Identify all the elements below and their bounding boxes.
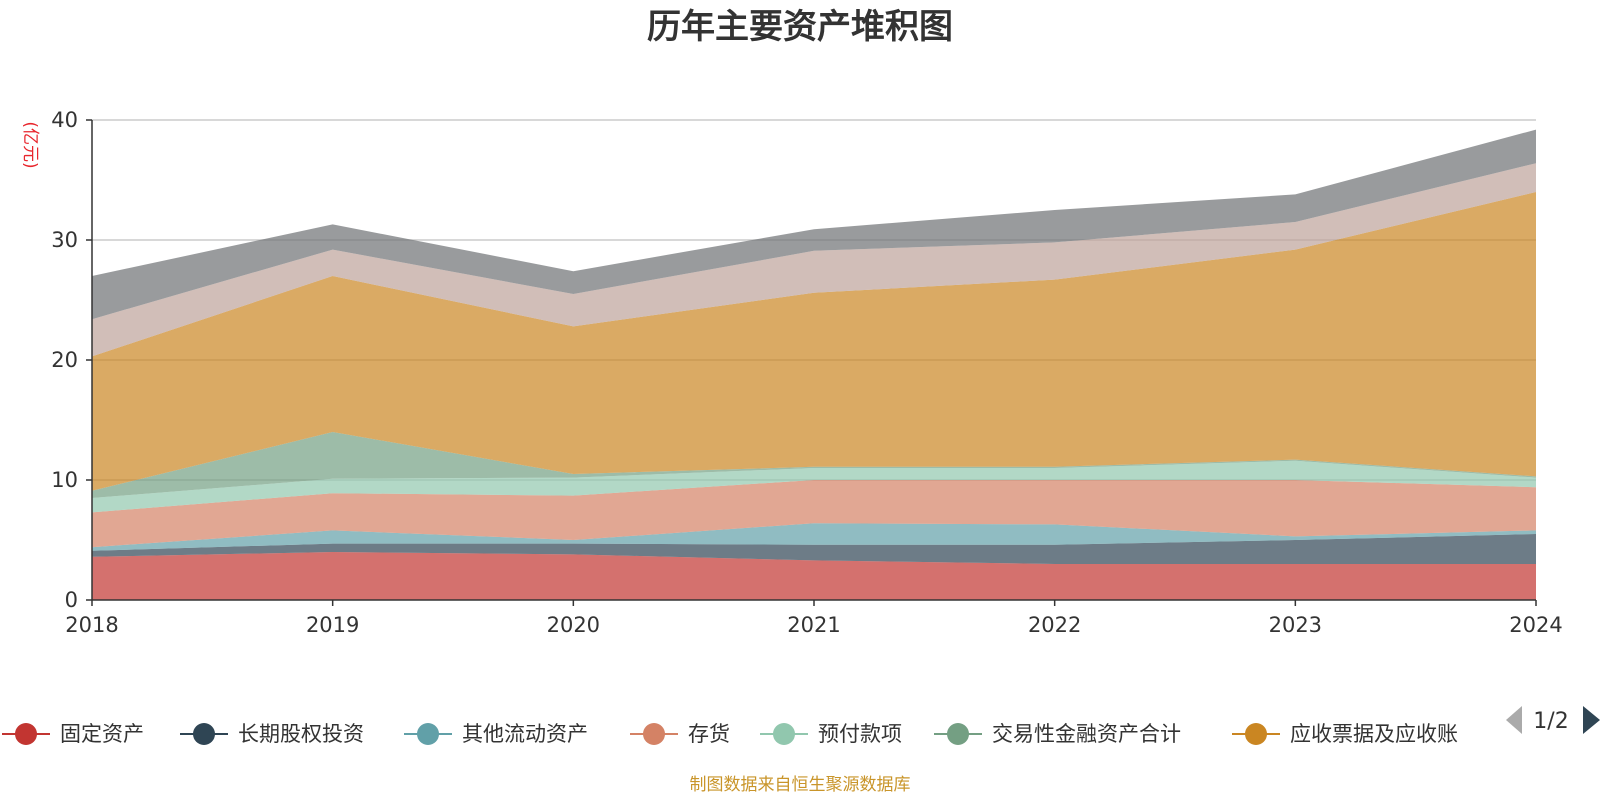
axes: 0 10 20 30 40 2018 2019 2020 2021 2022 2023 2024 [51,108,1562,637]
x-tick-label: 2020 [547,613,600,637]
legend-item[interactable]: 预付款项 [760,722,902,746]
legend-item[interactable]: 固定资产 [2,722,144,746]
legend-marker-icon [193,723,215,745]
legend-label: 交易性金融资产合计 [992,722,1181,746]
legend-label: 长期股权投资 [238,722,364,746]
y-tick-label: 10 [51,468,78,492]
legend-pager: 1/2 [1506,706,1600,734]
legend-marker-icon [947,723,969,745]
legend-label: 固定资产 [60,722,144,746]
legend-item[interactable]: 长期股权投资 [180,722,364,746]
y-tick-label: 30 [51,228,78,252]
legend: 固定资产 长期股权投资 其他流动资产 存货 预付款项 交易性金融资产合计 应收票据及应收账 [2,722,1458,746]
x-tick-label: 2022 [1028,613,1081,637]
area-series-9 [92,129,1536,320]
x-tick-label: 2021 [787,613,840,637]
chart-title: 历年主要资产堆积图 [647,7,953,47]
legend-marker-icon [1245,723,1267,745]
y-tick-label: 0 [65,588,78,612]
area-series-3 [92,523,1536,551]
x-tick-label: 2024 [1509,613,1562,637]
x-tick-label: 2019 [306,613,359,637]
area-series-7 [92,192,1536,491]
y-axis-unit-label: (亿元) [20,121,40,168]
area-series-6 [92,432,1536,498]
area-series-4 [92,480,1536,548]
area-series-8 [92,163,1536,357]
legend-marker-icon [417,723,439,745]
legend-marker-icon [773,723,795,745]
area-series-2 [92,534,1536,564]
legend-label: 预付款项 [818,722,902,746]
legend-label: 其他流动资产 [462,722,588,746]
legend-page-indicator: 1/2 [1533,709,1568,734]
y-tick-label: 40 [51,108,78,132]
legend-next-arrow-icon[interactable] [1583,706,1600,734]
legend-item[interactable]: 应收票据及应收账 [1232,722,1458,746]
area-series-5 [92,460,1536,513]
legend-prev-arrow-icon[interactable] [1506,706,1522,734]
legend-label: 存货 [688,722,730,746]
legend-marker-icon [643,723,665,745]
data-source-note: 制图数据来自恒生聚源数据库 [690,775,911,795]
legend-marker-icon [15,723,37,745]
legend-item[interactable]: 交易性金融资产合计 [934,722,1181,746]
area-series [92,129,1536,600]
x-tick-label: 2018 [65,613,118,637]
y-tick-label: 20 [51,348,78,372]
legend-label: 应收票据及应收账 [1290,722,1458,746]
legend-item[interactable]: 其他流动资产 [404,722,588,746]
x-tick-label: 2023 [1269,613,1322,637]
legend-item[interactable]: 存货 [630,722,730,746]
